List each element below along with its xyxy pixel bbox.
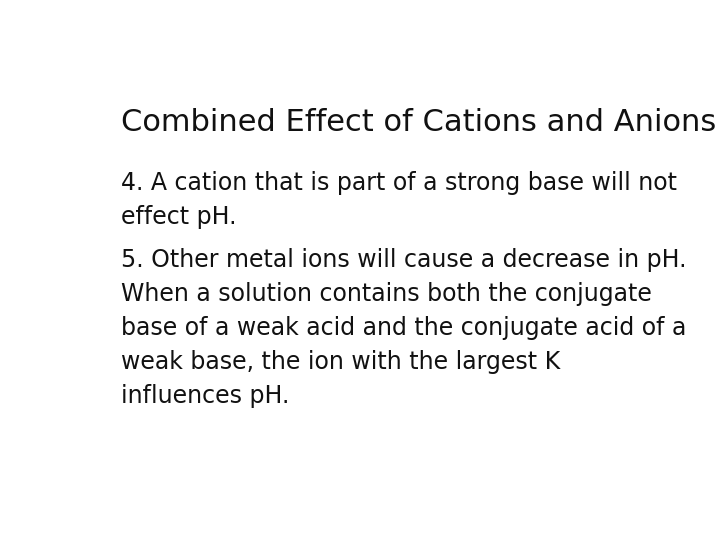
Text: 4. A cation that is part of a strong base will not: 4. A cation that is part of a strong bas…	[121, 171, 677, 195]
Text: base of a weak acid and the conjugate acid of a: base of a weak acid and the conjugate ac…	[121, 316, 686, 340]
Text: effect pH.: effect pH.	[121, 205, 236, 229]
Text: weak base, the ion with the largest K: weak base, the ion with the largest K	[121, 350, 560, 374]
Text: Combined Effect of Cations and Anions: Combined Effect of Cations and Anions	[121, 109, 716, 138]
Text: influences pH.: influences pH.	[121, 384, 289, 408]
Text: When a solution contains both the conjugate: When a solution contains both the conjug…	[121, 282, 652, 306]
Text: 5. Other metal ions will cause a decrease in pH.: 5. Other metal ions will cause a decreas…	[121, 247, 686, 272]
